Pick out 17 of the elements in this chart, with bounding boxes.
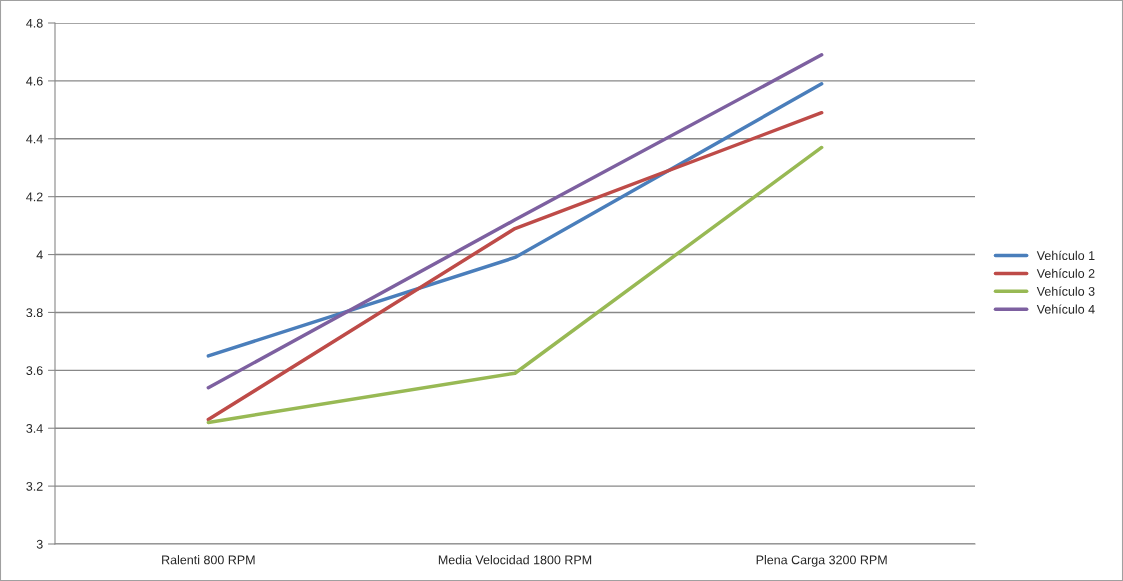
legend-label: Vehículo 2	[1036, 268, 1095, 278]
y-tick-label: 4.6	[26, 76, 43, 86]
y-tick-label: 4	[36, 250, 43, 260]
x-tick-label: Ralenti 800 RPM	[162, 555, 255, 565]
x-tick-label: Plena Carga 3200 RPM	[756, 555, 887, 567]
y-tick-label: 4.4	[26, 134, 43, 144]
y-tick-label: 3.4	[26, 424, 43, 433]
legend-label: Vehículo 4	[1036, 304, 1095, 314]
legend-label: Vehículo 1	[1036, 250, 1095, 260]
y-tick-label: 4.2	[26, 192, 43, 202]
y-tick-label: 4.8	[26, 18, 43, 28]
y-tick-label: 3	[36, 539, 43, 549]
x-tick-label: Media Velocidad 1800 RPM	[438, 555, 592, 565]
y-tick-label: 3.8	[26, 308, 43, 318]
legend-label: Vehículo 3	[1036, 286, 1095, 296]
y-tick-label: 3.2	[26, 481, 43, 491]
y-tick-label: 3.6	[26, 366, 43, 375]
